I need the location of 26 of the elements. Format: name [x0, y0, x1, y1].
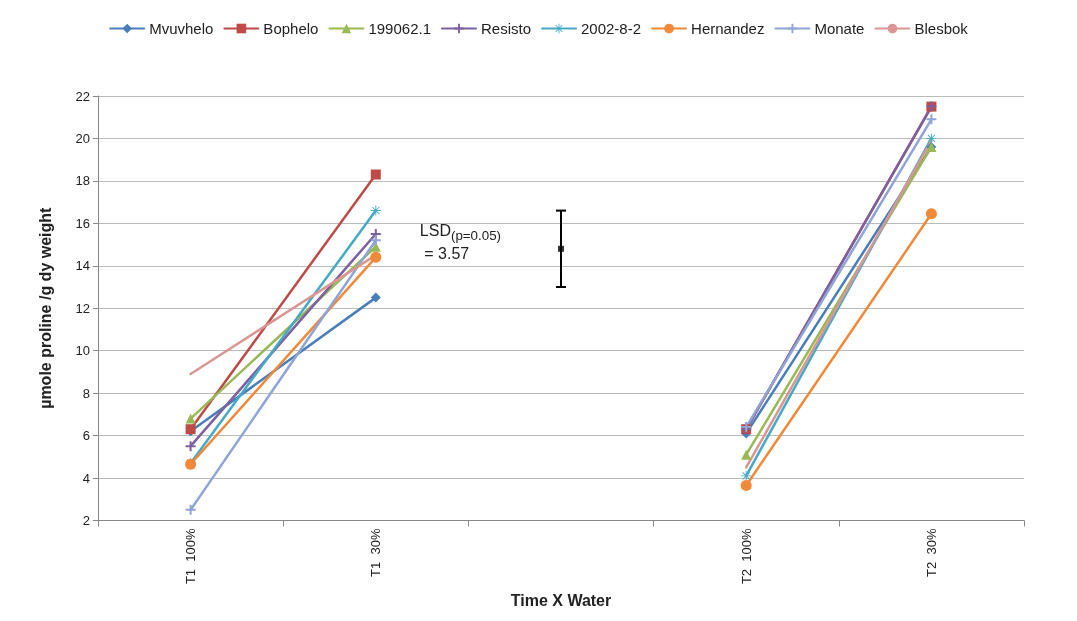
legend-label: Bophelo: [263, 20, 319, 37]
legend-label: Resisto: [480, 20, 532, 37]
x-tick-label: T1 30%: [368, 528, 384, 577]
y-axis-title: µmole proline /g dy weight: [36, 206, 54, 409]
y-tick-label: 14: [75, 258, 90, 274]
y-tick-label: 12: [75, 300, 90, 316]
legend-label: 199062.1: [368, 20, 431, 37]
x-axis-title: Time X Water: [510, 591, 612, 609]
y-tick-label: 22: [75, 88, 90, 104]
y-tick-label: 20: [75, 130, 90, 146]
legend-label: Blesbok: [914, 20, 969, 37]
x-tick-label: T2 30%: [923, 528, 939, 577]
y-tick-label: 4: [82, 470, 90, 486]
x-tick-label: T2 100%: [738, 528, 754, 585]
legend-label: Mvuvhelo: [149, 20, 214, 37]
legend-label: Monate: [814, 20, 865, 37]
y-tick-label: 6: [82, 428, 90, 444]
annotation: LSD$_{(p=0.05)}$ = 3.57: [419, 220, 501, 264]
x-tick-label: T1 100%: [183, 528, 199, 585]
legend-label: Hernandez: [691, 20, 765, 37]
y-tick-label: 8: [82, 385, 90, 401]
y-tick-label: 16: [75, 215, 90, 231]
y-tick-label: 2: [82, 512, 90, 528]
legend-label: 2002-8-2: [581, 20, 642, 37]
y-tick-label: 18: [75, 173, 90, 189]
y-tick-label: 10: [75, 343, 90, 359]
